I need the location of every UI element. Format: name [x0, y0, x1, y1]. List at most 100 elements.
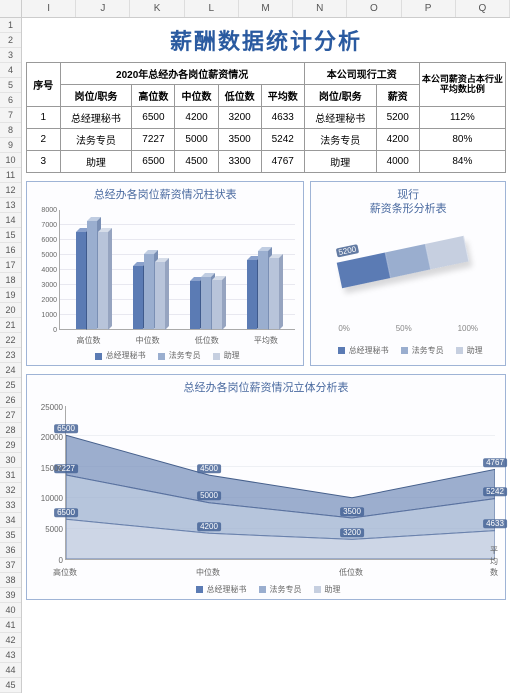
row-number[interactable]: 2: [0, 33, 21, 48]
col-header[interactable]: N: [293, 0, 347, 17]
data-label: 3200: [340, 528, 364, 537]
y-axis-label: 5000: [31, 252, 57, 259]
cell[interactable]: 80%: [419, 129, 505, 151]
col-header[interactable]: K: [130, 0, 184, 17]
row-number[interactable]: 28: [0, 423, 21, 438]
col-header[interactable]: Q: [456, 0, 510, 17]
row-number[interactable]: 10: [0, 153, 21, 168]
legend-item: 总经理秘书: [91, 351, 146, 360]
bar-chart: 高位数中位数低位数平均数 010002000300040005000600070…: [31, 206, 299, 346]
row-number[interactable]: 22: [0, 333, 21, 348]
row-number[interactable]: 29: [0, 438, 21, 453]
row-number[interactable]: 8: [0, 123, 21, 138]
row-number[interactable]: 5: [0, 78, 21, 93]
cell[interactable]: 3300: [218, 151, 261, 173]
cell[interactable]: 3: [27, 151, 61, 173]
cell[interactable]: 4000: [376, 151, 419, 173]
area-chart-panel: 总经办各岗位薪资情况立体分析表 650072276500500045004200…: [26, 374, 506, 599]
cell[interactable]: 法务专员: [60, 129, 132, 151]
cell[interactable]: 84%: [419, 151, 505, 173]
cell[interactable]: 4500: [175, 151, 218, 173]
row-number[interactable]: 12: [0, 183, 21, 198]
row-number[interactable]: 32: [0, 483, 21, 498]
cell[interactable]: 3500: [218, 129, 261, 151]
row-number[interactable]: 33: [0, 498, 21, 513]
x-axis-label: 中位数: [136, 335, 160, 346]
cell[interactable]: 总经理秘书: [60, 107, 132, 129]
row-number[interactable]: 11: [0, 168, 21, 183]
cell[interactable]: 法务专员: [304, 129, 376, 151]
row-number[interactable]: 24: [0, 363, 21, 378]
data-label: 4200: [197, 522, 221, 531]
cell[interactable]: 助理: [60, 151, 132, 173]
cell[interactable]: 4633: [261, 107, 304, 129]
cell[interactable]: 5242: [261, 129, 304, 151]
row-number[interactable]: 18: [0, 273, 21, 288]
row-number[interactable]: 21: [0, 318, 21, 333]
cell[interactable]: 2: [27, 129, 61, 151]
cell[interactable]: 6500: [132, 151, 175, 173]
y-axis-label: 7000: [31, 222, 57, 229]
cell[interactable]: 4200: [175, 107, 218, 129]
cell[interactable]: 4767: [261, 151, 304, 173]
x-axis-label: 平均数: [254, 335, 278, 346]
table-row: 3助理6500450033004767助理400084%: [27, 151, 506, 173]
row-number[interactable]: 3: [0, 48, 21, 63]
bar: [212, 280, 222, 330]
row-number[interactable]: 40: [0, 603, 21, 618]
row-number[interactable]: 36: [0, 543, 21, 558]
row-number[interactable]: 35: [0, 528, 21, 543]
row-number[interactable]: 15: [0, 228, 21, 243]
col-header[interactable]: O: [347, 0, 401, 17]
y-axis-label: 10000: [31, 494, 63, 503]
row-number[interactable]: 6: [0, 93, 21, 108]
cell[interactable]: 6500: [132, 107, 175, 129]
th-sub: 中位数: [175, 85, 218, 107]
row-number[interactable]: 26: [0, 393, 21, 408]
row-number[interactable]: 1: [0, 18, 21, 33]
row-number[interactable]: 16: [0, 243, 21, 258]
row-number[interactable]: 42: [0, 633, 21, 648]
row-number[interactable]: 17: [0, 258, 21, 273]
cell[interactable]: 5000: [175, 129, 218, 151]
row-number[interactable]: 27: [0, 408, 21, 423]
bar: [98, 232, 108, 330]
cell[interactable]: 4200: [376, 129, 419, 151]
cell[interactable]: 3200: [218, 107, 261, 129]
cell[interactable]: 7227: [132, 129, 175, 151]
row-number[interactable]: 25: [0, 378, 21, 393]
row-number[interactable]: 4: [0, 63, 21, 78]
row-number[interactable]: 30: [0, 453, 21, 468]
row-number[interactable]: 14: [0, 213, 21, 228]
row-number[interactable]: 37: [0, 558, 21, 573]
row-number[interactable]: 41: [0, 618, 21, 633]
data-label: 4633: [483, 519, 507, 528]
th-group2: 本公司现行工资: [304, 63, 419, 85]
data-label: 5000: [197, 491, 221, 500]
col-header[interactable]: L: [185, 0, 239, 17]
th-sub: 岗位/职务: [304, 85, 376, 107]
row-number[interactable]: 23: [0, 348, 21, 363]
row-number[interactable]: 44: [0, 663, 21, 678]
legend-item: 法务专员: [154, 351, 201, 360]
col-header[interactable]: J: [76, 0, 130, 17]
row-number[interactable]: 34: [0, 513, 21, 528]
row-number[interactable]: 43: [0, 648, 21, 663]
row-number[interactable]: 20: [0, 303, 21, 318]
cell[interactable]: 总经理秘书: [304, 107, 376, 129]
row-number[interactable]: 19: [0, 288, 21, 303]
cell[interactable]: 1: [27, 107, 61, 129]
col-header[interactable]: I: [22, 0, 76, 17]
row-number[interactable]: 13: [0, 198, 21, 213]
cell[interactable]: 助理: [304, 151, 376, 173]
row-number[interactable]: 39: [0, 588, 21, 603]
col-header[interactable]: M: [239, 0, 293, 17]
row-number[interactable]: 7: [0, 108, 21, 123]
bar-group: [133, 254, 165, 329]
row-number[interactable]: 9: [0, 138, 21, 153]
cell[interactable]: 5200: [376, 107, 419, 129]
cell[interactable]: 112%: [419, 107, 505, 129]
row-number[interactable]: 38: [0, 573, 21, 588]
row-number[interactable]: 31: [0, 468, 21, 483]
col-header[interactable]: P: [402, 0, 456, 17]
